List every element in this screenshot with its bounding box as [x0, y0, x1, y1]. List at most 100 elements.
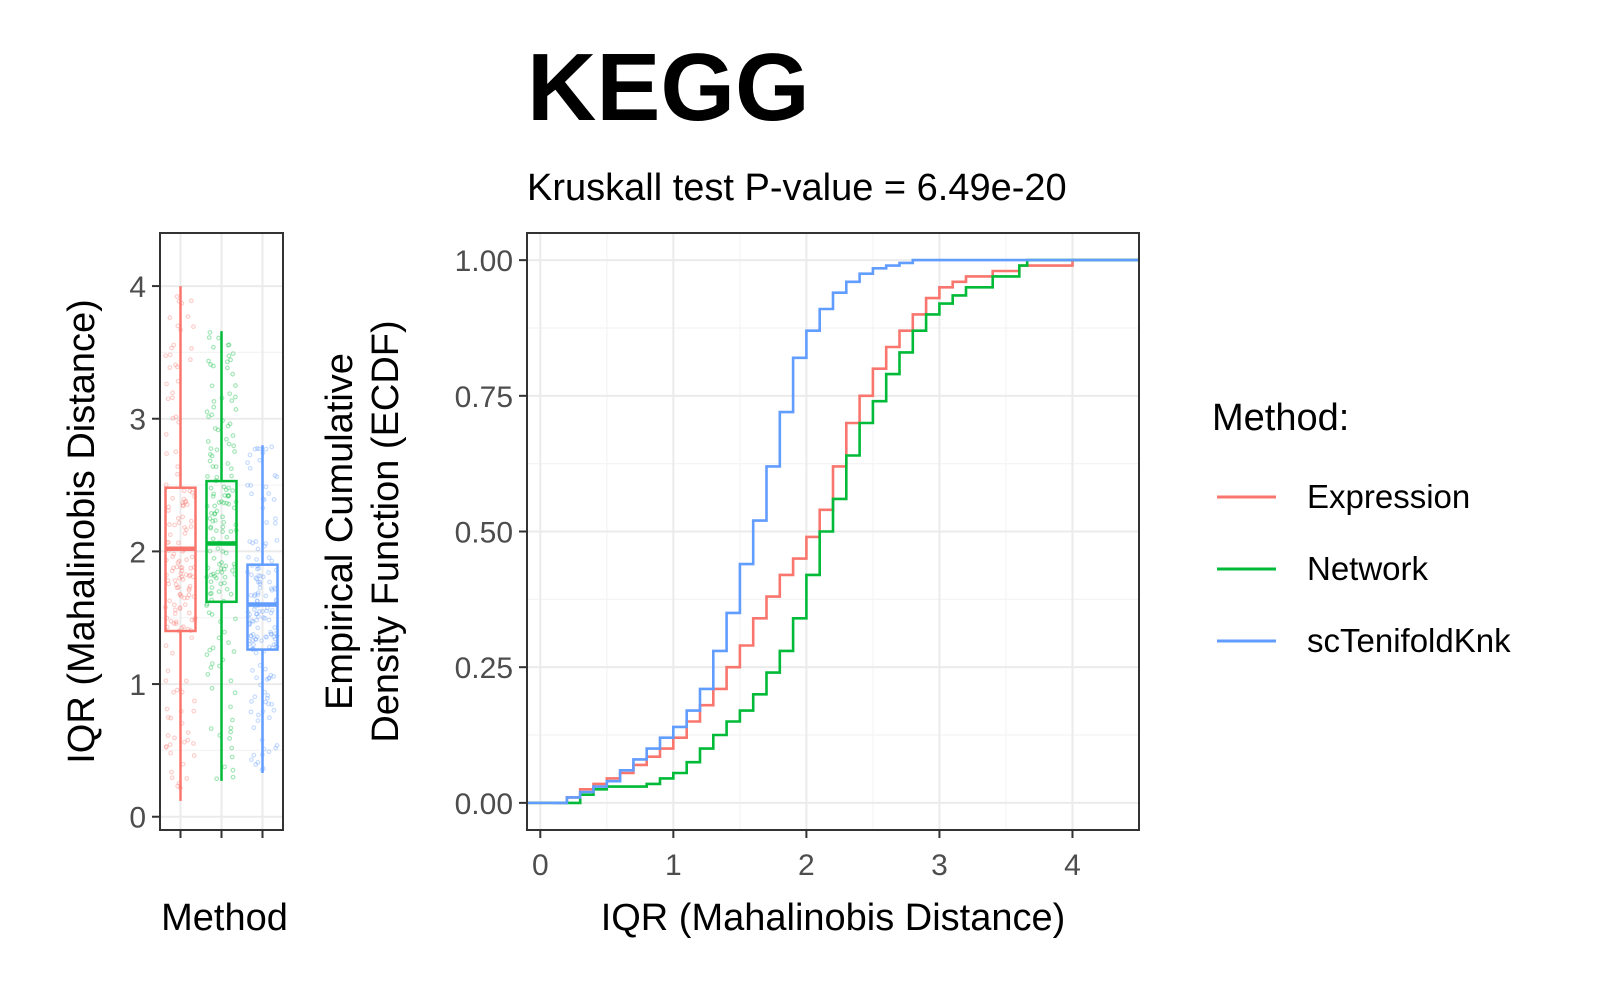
- jitter-point: [164, 706, 170, 712]
- jitter-point: [187, 572, 193, 578]
- jitter-point: [225, 342, 231, 348]
- jitter-point: [167, 352, 173, 358]
- jitter-point: [250, 619, 256, 624]
- x-tick-label: 4: [1064, 849, 1081, 882]
- jitter-point: [271, 674, 277, 679]
- y-tick-label: 0: [129, 802, 146, 835]
- jitter-point: [250, 632, 256, 637]
- jitter-point: [165, 396, 171, 402]
- jitter-point: [183, 498, 189, 504]
- jitter-point: [208, 572, 214, 578]
- jitter-point: [186, 610, 192, 616]
- jitter-point: [186, 587, 192, 593]
- jitter-point: [164, 381, 169, 387]
- jitter-point: [180, 502, 186, 508]
- jitter-point: [170, 495, 176, 501]
- jitter-point: [254, 675, 259, 681]
- jitter-point: [247, 539, 253, 544]
- jitter-point: [230, 774, 236, 780]
- jitter-point: [269, 701, 275, 707]
- jitter-point: [173, 362, 178, 368]
- jitter-point: [268, 610, 274, 616]
- jitter-point: [221, 484, 227, 490]
- jitter-point: [249, 698, 254, 704]
- jitter-point: [254, 611, 260, 617]
- jitter-point: [266, 701, 271, 707]
- jitter-point: [271, 642, 277, 647]
- jitter-point: [167, 532, 173, 538]
- jitter-point: [171, 602, 177, 608]
- jitter-point: [177, 605, 183, 611]
- y-axis-label-line: Empirical Cumulative: [319, 353, 361, 710]
- jitter-point: [182, 531, 188, 536]
- jitter-point: [210, 536, 216, 542]
- jitter-point: [271, 634, 277, 640]
- jitter-point: [186, 586, 192, 591]
- jitter-point: [171, 565, 176, 571]
- jitter-point: [208, 510, 214, 516]
- jitter-point: [230, 568, 235, 573]
- jitter-point: [253, 575, 259, 581]
- jitter-point: [209, 685, 215, 691]
- jitter-point: [171, 342, 177, 348]
- jitter-point: [180, 500, 185, 506]
- jitter-point: [255, 759, 261, 765]
- jitter-point: [170, 390, 175, 396]
- jitter-point: [176, 520, 182, 526]
- jitter-point: [253, 539, 259, 544]
- jitter-point: [210, 645, 216, 651]
- jitter-point: [226, 353, 232, 359]
- jitter-point: [220, 549, 226, 554]
- jitter-point: [266, 715, 272, 721]
- jitter-point: [210, 464, 216, 469]
- jitter-point: [214, 508, 220, 514]
- jitter-point: [228, 729, 234, 735]
- jitter-point: [266, 675, 272, 681]
- jitter-point: [254, 576, 260, 582]
- jitter-point: [176, 540, 181, 546]
- jitter-point: [205, 671, 211, 677]
- jitter-point: [163, 744, 169, 750]
- jitter-point: [176, 584, 181, 590]
- y-tick-label: 0.50: [455, 517, 513, 550]
- jitter-point: [165, 714, 171, 720]
- jitter-point: [209, 661, 215, 667]
- jitter-point: [229, 745, 235, 751]
- ecdf-panel: 0.00 0.25 0.50 0.75 1.00 0 1 2 3 4 IQR (Mahalinobi…: [319, 232, 1140, 939]
- jitter-point: [184, 502, 190, 507]
- jitter-point: [230, 371, 236, 377]
- jitter-point: [249, 618, 255, 624]
- jitter-point: [225, 493, 231, 498]
- jitter-point: [254, 446, 260, 451]
- jitter-point: [266, 570, 271, 575]
- jitter-point: [207, 591, 213, 597]
- jitter-point: [163, 744, 169, 749]
- jitter-point: [246, 554, 251, 560]
- jitter-point: [174, 687, 180, 693]
- jitter-point: [254, 617, 259, 623]
- jitter-point: [173, 414, 179, 420]
- jitter-point: [169, 650, 175, 656]
- jitter-point: [207, 647, 213, 653]
- jitter-point: [219, 570, 225, 575]
- legend-title: Method:: [1212, 397, 1349, 439]
- jitter-point: [191, 753, 197, 758]
- jitter-point: [169, 345, 174, 351]
- y-tick-label: 0.75: [455, 381, 513, 414]
- jitter-point: [172, 735, 177, 741]
- jitter-point: [180, 577, 186, 582]
- jitter-point: [248, 592, 254, 598]
- jitter-point: [212, 511, 218, 516]
- x-tick-label: 2: [798, 849, 815, 882]
- jitter-point: [163, 353, 169, 359]
- jitter-point: [224, 500, 229, 506]
- jitter-point: [206, 335, 212, 340]
- jitter-point: [188, 298, 194, 304]
- jitter-point: [264, 520, 269, 525]
- jitter-point: [269, 587, 275, 593]
- jitter-point: [182, 739, 187, 745]
- jitter-point: [257, 581, 263, 587]
- jitter-point: [179, 568, 185, 574]
- jitter-point: [211, 399, 217, 404]
- jitter-point: [214, 474, 220, 480]
